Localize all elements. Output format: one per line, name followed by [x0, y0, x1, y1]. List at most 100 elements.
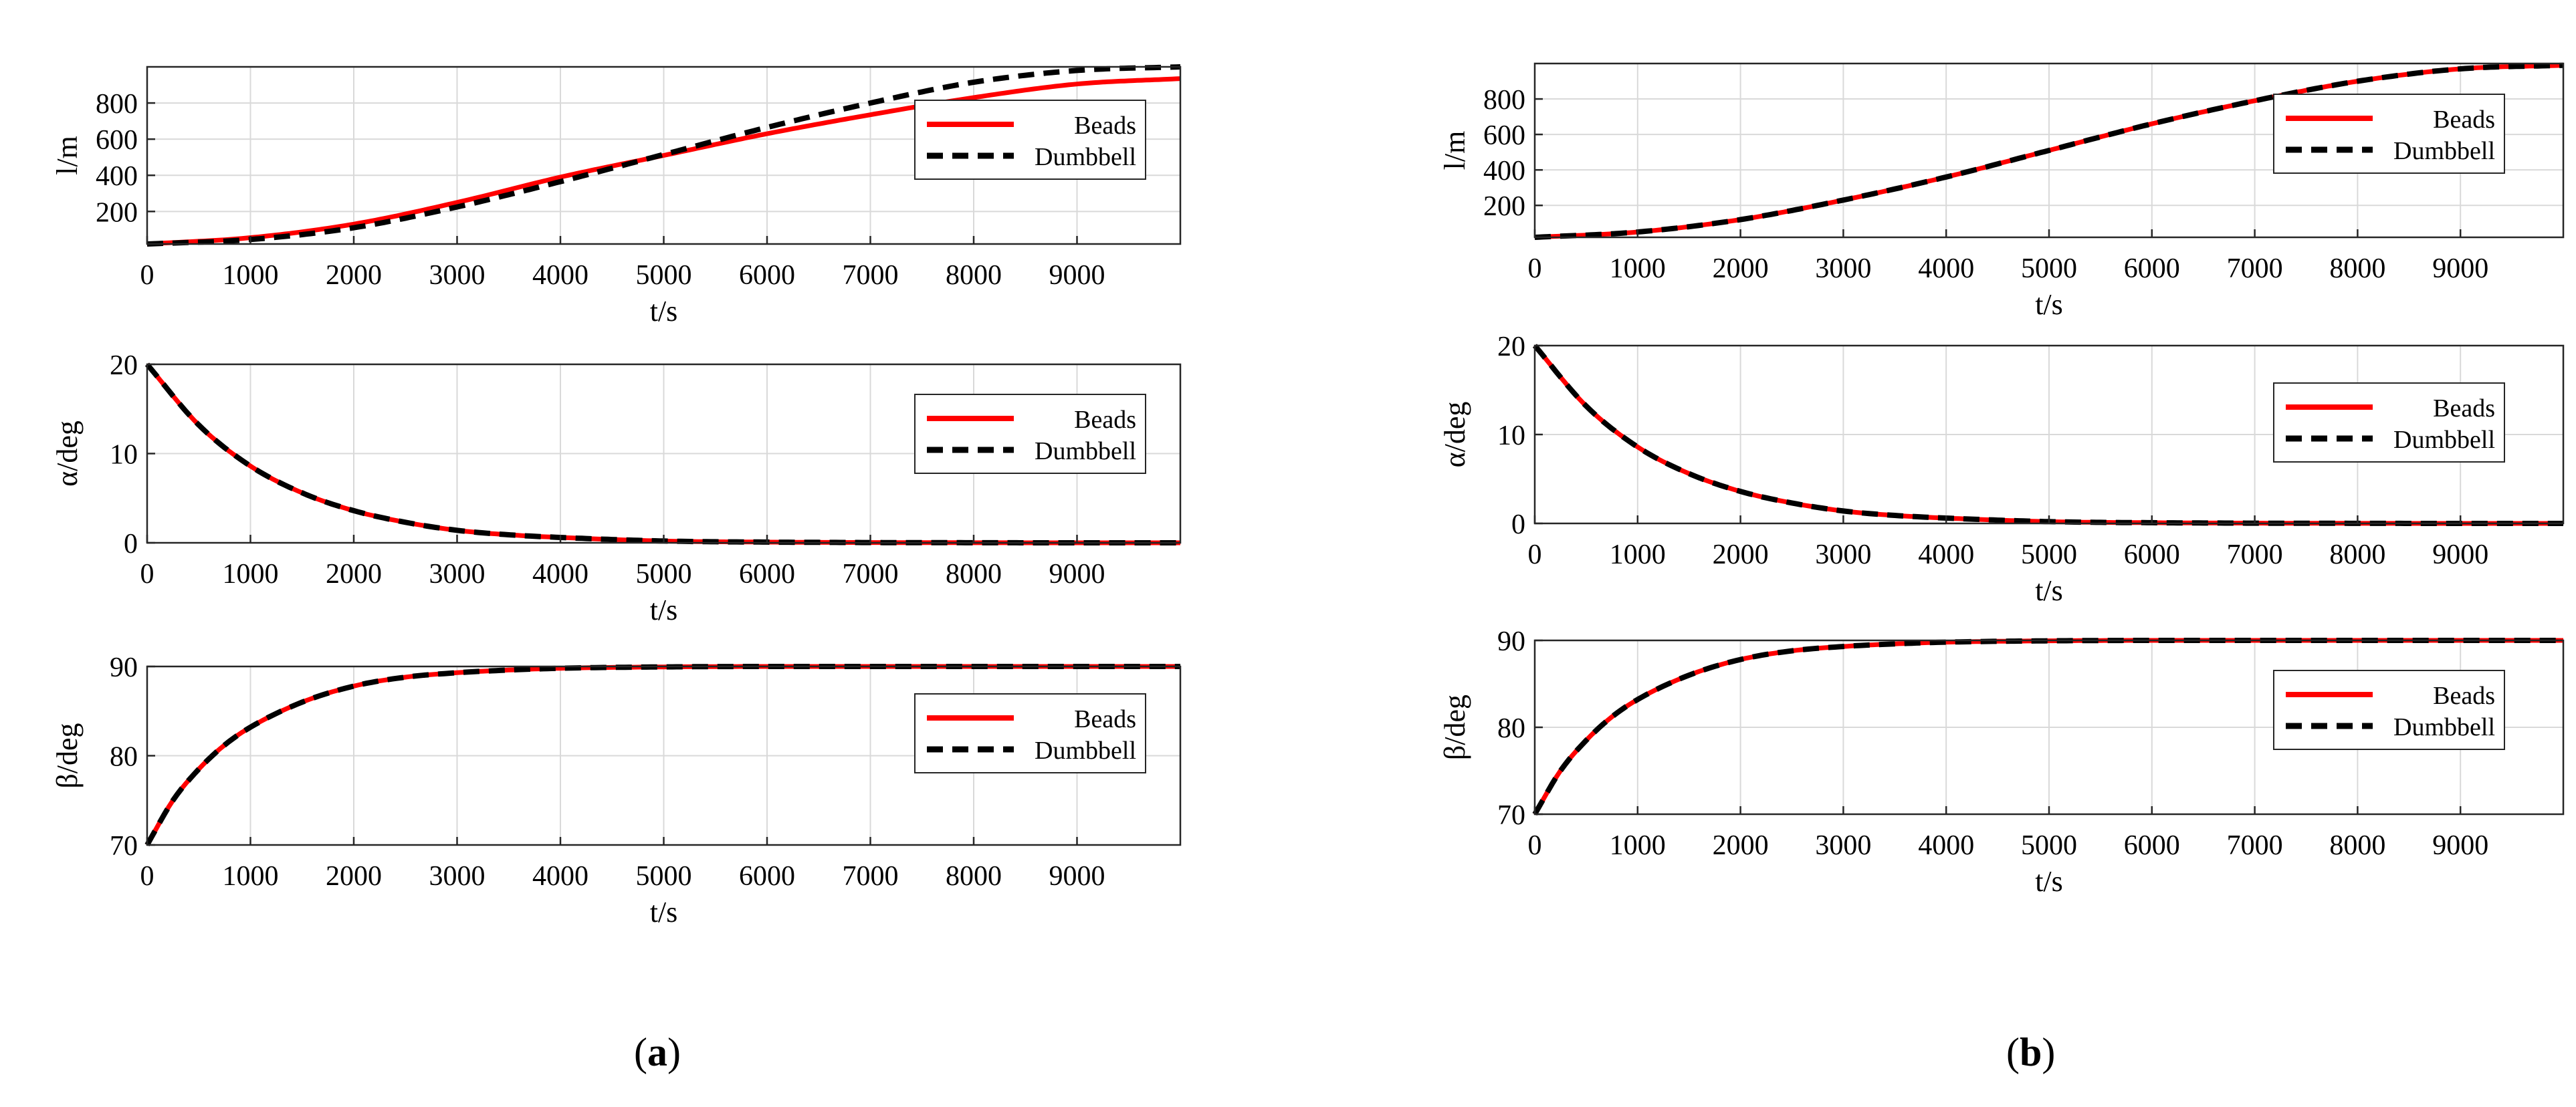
x-tick-label: 4000	[532, 861, 588, 892]
y-tick-label: 70	[110, 831, 138, 862]
y-tick-label: 90	[110, 652, 138, 683]
x-tick-label: 5000	[636, 861, 692, 892]
x-tick-label: 4000	[1918, 830, 1974, 861]
x-tick-label: 3000	[429, 861, 486, 892]
x-tick-label: 2000	[326, 861, 382, 892]
legend-label-dumbbell: Dumbbell	[1035, 737, 1136, 765]
x-tick-label: 9000	[1049, 260, 1105, 291]
legend: Beads Dumbbell	[2273, 670, 2505, 750]
x-axis-label: t/s	[650, 594, 678, 626]
x-tick-label: 7000	[843, 861, 899, 892]
y-tick-label: 200	[96, 197, 138, 228]
y-axis-label: β/deg	[1438, 695, 1471, 760]
legend-label-beads: Beads	[1074, 406, 1136, 434]
y-tick-label: 20	[1497, 332, 1525, 362]
x-tick-label: 4000	[1918, 539, 1974, 570]
x-tick-label: 2000	[1713, 830, 1769, 861]
legend: Beads Dumbbell	[2273, 382, 2505, 463]
x-tick-label: 2000	[1713, 539, 1769, 570]
x-tick-label: 7000	[2227, 539, 2283, 570]
y-tick-label: 20	[110, 350, 138, 381]
x-tick-label: 1000	[1610, 830, 1666, 861]
y-tick-label: 0	[1511, 509, 1525, 540]
y-tick-label: 400	[96, 161, 138, 192]
x-tick-label: 0	[1528, 830, 1542, 861]
x-tick-label: 8000	[946, 260, 1002, 291]
x-tick-label: 3000	[1815, 539, 1871, 570]
x-tick-label: 7000	[843, 559, 899, 590]
legend-box	[2273, 670, 2505, 750]
x-tick-label: 2000	[1713, 253, 1769, 284]
x-tick-label: 9000	[2432, 253, 2488, 284]
x-tick-label: 9000	[2432, 539, 2488, 570]
y-tick-label: 90	[1497, 626, 1525, 657]
x-tick-label: 0	[140, 861, 154, 892]
legend-label-beads: Beads	[1074, 112, 1136, 140]
x-tick-label: 0	[1528, 253, 1542, 284]
y-tick-label: 600	[1483, 120, 1525, 151]
y-tick-label: 400	[1483, 156, 1525, 187]
x-tick-label: 0	[140, 559, 154, 590]
x-axis-label: t/s	[2035, 865, 2063, 898]
legend-label-dumbbell: Dumbbell	[1035, 437, 1136, 465]
chart-b-1: 0 1000 2000 3000 4000 5000 6000 7000 8000 9000 200…	[1438, 62, 2565, 321]
x-tick-label: 8000	[2329, 539, 2385, 570]
x-tick-label: 5000	[2021, 830, 2077, 861]
panel-label-a-letter: a	[647, 1030, 667, 1074]
x-tick-label: 8000	[2329, 253, 2385, 284]
legend-label-dumbbell: Dumbbell	[2393, 426, 2495, 454]
x-axis-label: t/s	[2035, 288, 2063, 321]
x-tick-label: 3000	[1815, 830, 1871, 861]
panel-label-b-letter: b	[2019, 1030, 2042, 1074]
x-tick-label: 8000	[946, 559, 1002, 590]
chart-a-3: 0 1000 2000 3000 4000 5000 6000 7000 8000 9000 70 8…	[51, 652, 1182, 929]
x-tick-label: 7000	[2227, 253, 2283, 284]
x-tick-label: 4000	[532, 260, 588, 291]
legend-box	[914, 100, 1146, 180]
y-tick-label: 600	[96, 125, 138, 156]
series-line-dumbbell	[1534, 62, 2564, 240]
x-tick-label: 3000	[429, 559, 486, 590]
y-axis-label: l/m	[51, 136, 84, 175]
x-tick-label: 0	[1528, 539, 1542, 570]
x-tick-label: 6000	[739, 559, 795, 590]
legend: Beads Dumbbell	[914, 394, 1146, 474]
x-tick-label: 8000	[946, 861, 1002, 892]
x-axis-label: t/s	[650, 896, 678, 929]
x-axis-label: t/s	[650, 295, 678, 328]
x-tick-label: 2000	[326, 559, 382, 590]
chart-b-2: 0 1000 2000 3000 4000 5000 6000 7000 8000 9000 0 10…	[1438, 332, 2565, 607]
y-axis-label: α/deg	[51, 420, 84, 487]
x-tick-label: 3000	[429, 260, 486, 291]
x-tick-label: 5000	[636, 559, 692, 590]
x-tick-label: 5000	[2021, 253, 2077, 284]
x-tick-label: 4000	[532, 559, 588, 590]
y-tick-label: 800	[1483, 85, 1525, 116]
x-tick-label: 1000	[1610, 253, 1666, 284]
x-tick-label: 5000	[2021, 539, 2077, 570]
y-axis-label: α/deg	[1438, 402, 1471, 468]
x-tick-label: 3000	[1815, 253, 1871, 284]
x-tick-label: 5000	[636, 260, 692, 291]
chart-a-1: 0 1000 2000 3000 4000 5000 6000 7000 8000 9000 200…	[51, 64, 1182, 328]
x-tick-label: 6000	[739, 861, 795, 892]
panel-label-b: (b)	[2006, 1030, 2056, 1074]
x-tick-label: 1000	[223, 260, 279, 291]
series-line-beads	[146, 76, 1181, 247]
x-tick-label: 9000	[2432, 830, 2488, 861]
legend: Beads Dumbbell	[914, 693, 1146, 773]
legend-label-beads: Beads	[2433, 106, 2495, 134]
x-tick-label: 7000	[843, 260, 899, 291]
y-tick-label: 10	[1497, 420, 1525, 451]
x-tick-label: 9000	[1049, 861, 1105, 892]
y-axis-label: l/m	[1438, 131, 1471, 170]
y-tick-label: 10	[110, 440, 138, 471]
chart-b-3: 0 1000 2000 3000 4000 5000 6000 7000 8000 9000 70 8…	[1438, 626, 2565, 898]
x-tick-label: 6000	[2124, 539, 2180, 570]
y-tick-label: 800	[96, 89, 138, 120]
legend-label-beads: Beads	[1074, 705, 1136, 733]
x-tick-label: 6000	[2124, 253, 2180, 284]
legend-box	[2273, 382, 2505, 463]
series-line-dumbbell	[146, 64, 1181, 247]
